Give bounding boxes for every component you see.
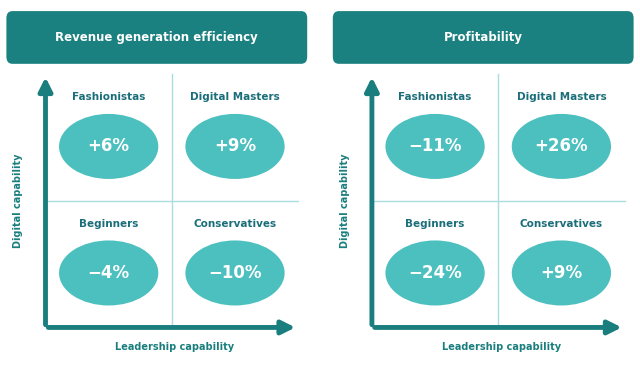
Ellipse shape [512,240,611,306]
Ellipse shape [59,114,158,179]
Text: +26%: +26% [534,137,588,155]
Ellipse shape [512,114,611,179]
Text: Digital Masters: Digital Masters [516,92,606,102]
Text: Digital Masters: Digital Masters [190,92,280,102]
Text: Beginners: Beginners [405,219,465,229]
Text: Leadership capability: Leadership capability [442,342,561,352]
FancyBboxPatch shape [333,11,634,64]
Text: +6%: +6% [88,137,130,155]
Text: Leadership capability: Leadership capability [115,342,234,352]
Text: Digital capability: Digital capability [13,154,24,248]
Ellipse shape [59,240,158,306]
Text: Conservatives: Conservatives [520,219,603,229]
Ellipse shape [186,240,285,306]
Ellipse shape [385,114,484,179]
Ellipse shape [385,240,484,306]
FancyBboxPatch shape [6,11,307,64]
Text: +9%: +9% [540,264,582,282]
Text: Fashionistas: Fashionistas [72,92,145,102]
Text: −10%: −10% [208,264,262,282]
Text: Conservatives: Conservatives [193,219,276,229]
Text: −11%: −11% [408,137,462,155]
Text: Profitability: Profitability [444,31,523,44]
Text: +9%: +9% [214,137,256,155]
Text: −4%: −4% [88,264,130,282]
Text: Digital capability: Digital capability [340,154,350,248]
Text: Revenue generation efficiency: Revenue generation efficiency [56,31,258,44]
Text: Beginners: Beginners [79,219,138,229]
Ellipse shape [186,114,285,179]
Text: Fashionistas: Fashionistas [398,92,472,102]
Text: −24%: −24% [408,264,462,282]
